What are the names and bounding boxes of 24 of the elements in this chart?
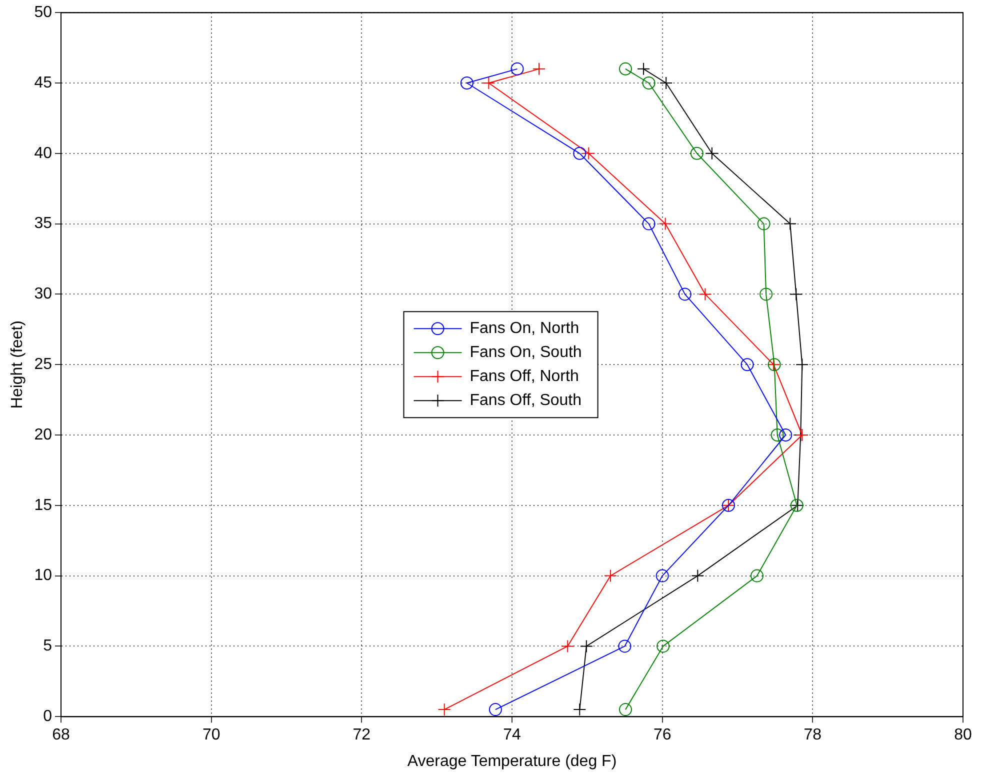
y-tick-label: 40 bbox=[34, 144, 52, 162]
x-axis-title: Average Temperature (deg F) bbox=[407, 752, 617, 770]
legend-label: Fans On, North bbox=[470, 320, 580, 338]
x-tick-label: 74 bbox=[503, 726, 521, 744]
x-tick-label: 72 bbox=[352, 726, 371, 744]
y-tick-label: 50 bbox=[34, 4, 52, 22]
y-tick-label: 5 bbox=[43, 638, 52, 655]
y-tick-label: 0 bbox=[43, 708, 52, 726]
y-tick-label: 35 bbox=[34, 215, 52, 232]
y-axis-title: Height (feet) bbox=[9, 320, 26, 409]
y-tick-label: 25 bbox=[34, 356, 52, 374]
y-tick-label: 10 bbox=[34, 567, 52, 584]
x-tick-label: 70 bbox=[202, 726, 220, 744]
x-tick-label: 80 bbox=[954, 726, 972, 744]
legend-label: Fans Off, North bbox=[470, 368, 579, 386]
y-tick-label: 30 bbox=[34, 286, 52, 303]
y-tick-label: 20 bbox=[34, 426, 52, 444]
legend-label: Fans On, South bbox=[470, 344, 582, 362]
x-tick-label: 76 bbox=[653, 726, 672, 744]
y-tick-label: 45 bbox=[34, 74, 52, 92]
y-tick-label: 15 bbox=[34, 496, 52, 514]
legend-label: Fans Off, South bbox=[470, 392, 582, 410]
x-tick-label: 78 bbox=[804, 726, 822, 744]
x-tick-label: 68 bbox=[52, 726, 70, 744]
